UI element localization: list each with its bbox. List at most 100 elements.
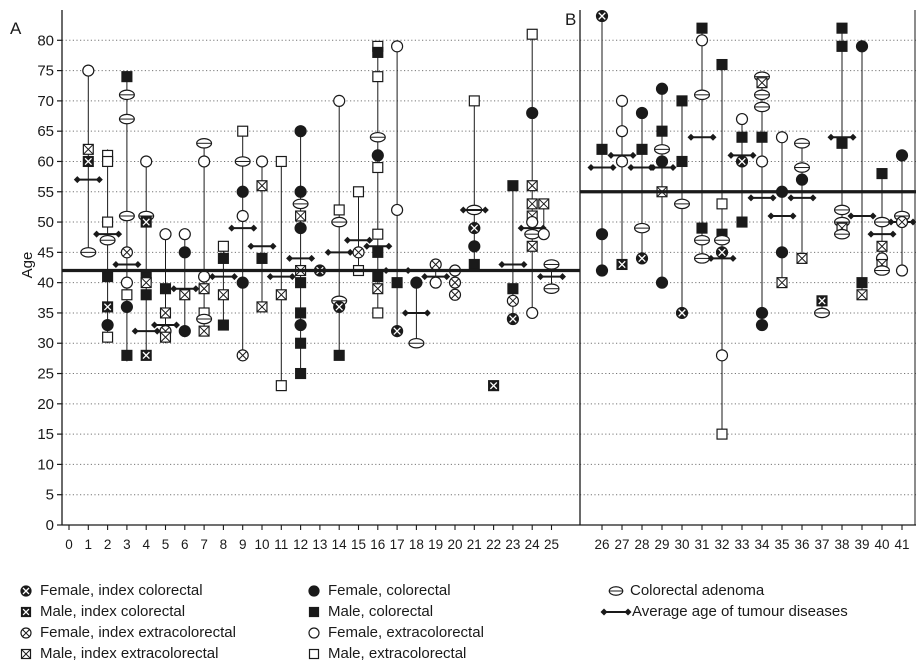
female-extracolorectal-marker: [391, 203, 404, 217]
male-index-colorectal-marker: [140, 216, 152, 228]
male-index-extracolorectal-marker: [776, 277, 788, 289]
male-index-extracolorectal-marker: [275, 289, 287, 301]
family-group: [228, 125, 258, 362]
family-group: [727, 112, 757, 228]
male-index-extracolorectal-marker: [140, 277, 152, 289]
male-colorectal-marker: [507, 180, 519, 192]
female-colorectal-marker: [855, 40, 869, 53]
female-index-extracolorectal-marker: [506, 294, 520, 307]
family-group: [421, 258, 451, 289]
female-extracolorectal-marker: [775, 131, 789, 144]
male-index-extracolorectal-marker: [526, 240, 538, 252]
x-tick-label: 2: [104, 537, 112, 552]
colorectal-adenoma-marker: [753, 89, 771, 101]
male-extracolorectal-marker: [102, 331, 114, 343]
average-age-marker: [687, 133, 717, 141]
average-age-marker: [459, 206, 489, 214]
average-age-marker: [867, 230, 897, 238]
colorectal-adenoma-marker: [99, 234, 116, 246]
male-index-extracolorectal-marker: [756, 77, 768, 89]
male-index-extracolorectal-marker: [159, 331, 172, 343]
male-index-extracolorectal-marker: [159, 307, 172, 319]
female-colorectal-marker: [101, 318, 114, 332]
average-age-marker: [266, 273, 296, 281]
average-age-marker: [847, 212, 877, 220]
x-tick-label: 40: [874, 537, 889, 552]
male-extracolorectal-marker: [468, 95, 480, 107]
panel-b-label: B: [565, 10, 576, 29]
x-tick-label: 30: [674, 537, 689, 552]
male-colorectal-marker: [736, 216, 748, 228]
colorectal-adenoma-marker: [292, 198, 309, 210]
x-tick-label: 4: [142, 537, 150, 552]
family-group: [382, 40, 412, 338]
male-colorectal-marker: [159, 283, 172, 295]
female-extracolorectal-marker: [198, 155, 211, 168]
family-group: [707, 58, 737, 440]
family-group: [847, 40, 877, 301]
female-extracolorectal-marker: [159, 228, 172, 241]
average-age-marker: [208, 273, 238, 281]
x-tick-label: 18: [409, 537, 424, 552]
female-colorectal-marker: [655, 276, 669, 289]
female-extracolorectal-marker: [140, 155, 153, 168]
panel-a-series: [62, 28, 580, 392]
male-index-colorectal-marker: [816, 295, 828, 307]
female-extracolorectal-marker: [255, 155, 269, 168]
male-colorectal-marker: [836, 40, 848, 52]
x-tick-label: 0: [65, 537, 73, 552]
female-extracolorectal-marker: [178, 228, 191, 241]
female-extracolorectal-marker: [333, 94, 346, 107]
colorectal-adenoma-marker: [693, 253, 711, 264]
male-colorectal-marker: [676, 155, 688, 168]
x-tick-label: 38: [834, 537, 849, 552]
x-tick-label: 9: [239, 537, 247, 552]
average-age-marker: [827, 133, 857, 141]
x-tick-label: 12: [293, 537, 308, 552]
panel-b-series: [580, 9, 916, 440]
female-index-colorectal-marker: [715, 246, 729, 259]
family-group: [587, 9, 617, 277]
average-age-marker: [286, 254, 316, 262]
male-index-extracolorectal-marker: [526, 180, 538, 192]
male-colorectal-marker: [736, 131, 748, 143]
male-extracolorectal-marker: [372, 161, 384, 174]
female-index-colorectal-marker: [675, 306, 689, 320]
colorectal-adenoma-marker: [653, 144, 671, 155]
family-group: [196, 138, 213, 337]
x-tick-label: 22: [486, 537, 501, 552]
colorectal-adenoma-marker: [833, 204, 851, 216]
x-tick-label: 23: [505, 537, 520, 552]
male-colorectal-marker: [696, 22, 708, 34]
male-index-extracolorectal-marker: [256, 180, 268, 192]
x-tick-label: 35: [774, 537, 789, 552]
male-colorectal-marker: [636, 143, 648, 155]
female-colorectal-marker: [236, 185, 249, 198]
male-extracolorectal-marker: [716, 198, 728, 210]
y-tick-label: 60: [37, 153, 54, 170]
female-colorectal-marker: [294, 185, 307, 198]
colorectal-adenoma-marker: [118, 113, 135, 125]
female-index-colorectal-marker: [595, 9, 609, 23]
average-age-marker: [787, 194, 817, 202]
x-tick-label: 32: [714, 537, 729, 552]
male-index-extracolorectal-marker: [179, 289, 191, 301]
male-index-colorectal-marker: [82, 155, 94, 168]
y-tick-label: 0: [46, 517, 54, 534]
family-group: [93, 149, 123, 344]
y-tick-label: 20: [37, 396, 54, 413]
female-index-extracolorectal-marker: [448, 288, 462, 301]
female-index-extracolorectal-marker: [895, 215, 909, 229]
female-colorectal-marker: [178, 246, 191, 259]
colorectal-adenoma-marker: [331, 216, 348, 228]
female-extracolorectal-marker: [615, 155, 629, 168]
colorectal-adenoma-marker: [633, 222, 651, 234]
male-colorectal-marker: [295, 277, 307, 289]
male-colorectal-marker: [716, 58, 728, 71]
male-index-extracolorectal-marker: [526, 198, 538, 210]
x-tick-label: 8: [220, 537, 228, 552]
x-tick-label: 5: [162, 537, 170, 552]
colorectal-adenoma-marker: [873, 265, 891, 276]
male-index-colorectal-marker: [140, 349, 152, 361]
x-tick-label: 11: [274, 537, 288, 552]
